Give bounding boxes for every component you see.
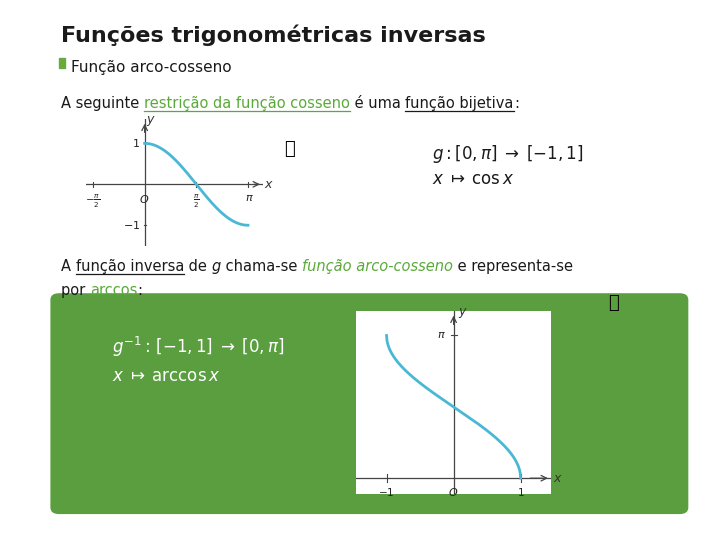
Bar [59, 58, 65, 68]
Text: por: por [61, 283, 90, 298]
Text: $y$: $y$ [459, 306, 468, 320]
Text: A seguinte: A seguinte [61, 96, 144, 111]
Text: :: : [138, 283, 143, 298]
Text: $\pi$: $\pi$ [246, 193, 254, 203]
Text: $O$: $O$ [449, 487, 459, 498]
Text: $1$: $1$ [132, 137, 140, 150]
Text: $g: [0, \pi] \;\rightarrow\; [-1, 1]$: $g: [0, \pi] \;\rightarrow\; [-1, 1]$ [432, 143, 583, 165]
Text: $x \;\mapsto\; \arccos x$: $x \;\mapsto\; \arccos x$ [112, 367, 220, 385]
Text: A: A [61, 259, 76, 274]
Text: $1$: $1$ [517, 487, 524, 498]
Text: $O$: $O$ [140, 193, 150, 205]
Text: $g^{-1}{:}\,[-1, 1] \;\rightarrow\; [0, \pi]$: $g^{-1}{:}\,[-1, 1] \;\rightarrow\; [0, … [112, 335, 284, 359]
Text: de: de [184, 259, 212, 274]
Text: $y$: $y$ [146, 114, 156, 128]
Text: $x$: $x$ [264, 178, 274, 191]
Text: 🔍: 🔍 [608, 294, 619, 312]
Text: $\pi$: $\pi$ [437, 330, 446, 341]
Text: :: : [514, 96, 519, 111]
Text: $x$: $x$ [553, 472, 562, 485]
Text: arccos: arccos [90, 283, 138, 298]
Text: g: g [212, 259, 221, 274]
Text: e representa-se: e representa-se [453, 259, 573, 274]
Text: função arco-cosseno: função arco-cosseno [302, 259, 453, 274]
Text: função bijetiva: função bijetiva [405, 96, 514, 111]
Text: $x \;\mapsto\; \cos x$: $x \;\mapsto\; \cos x$ [432, 170, 514, 188]
Text: $-\frac{\pi}{2}$: $-\frac{\pi}{2}$ [86, 193, 101, 211]
Text: Funções trigonométricas inversas: Funções trigonométricas inversas [61, 24, 486, 46]
FancyBboxPatch shape [50, 293, 688, 514]
Text: 🔍: 🔍 [284, 140, 295, 158]
Text: $-1$: $-1$ [379, 487, 395, 498]
Text: restrição da função cosseno: restrição da função cosseno [144, 96, 350, 111]
Text: chama-se: chama-se [221, 259, 302, 274]
Text: $-1$: $-1$ [123, 219, 140, 231]
Text: $\frac{\pi}{2}$: $\frac{\pi}{2}$ [193, 193, 199, 211]
Text: é uma: é uma [350, 96, 405, 111]
Text: Função arco-cosseno: Função arco-cosseno [71, 60, 231, 76]
Text: função inversa: função inversa [76, 259, 184, 274]
